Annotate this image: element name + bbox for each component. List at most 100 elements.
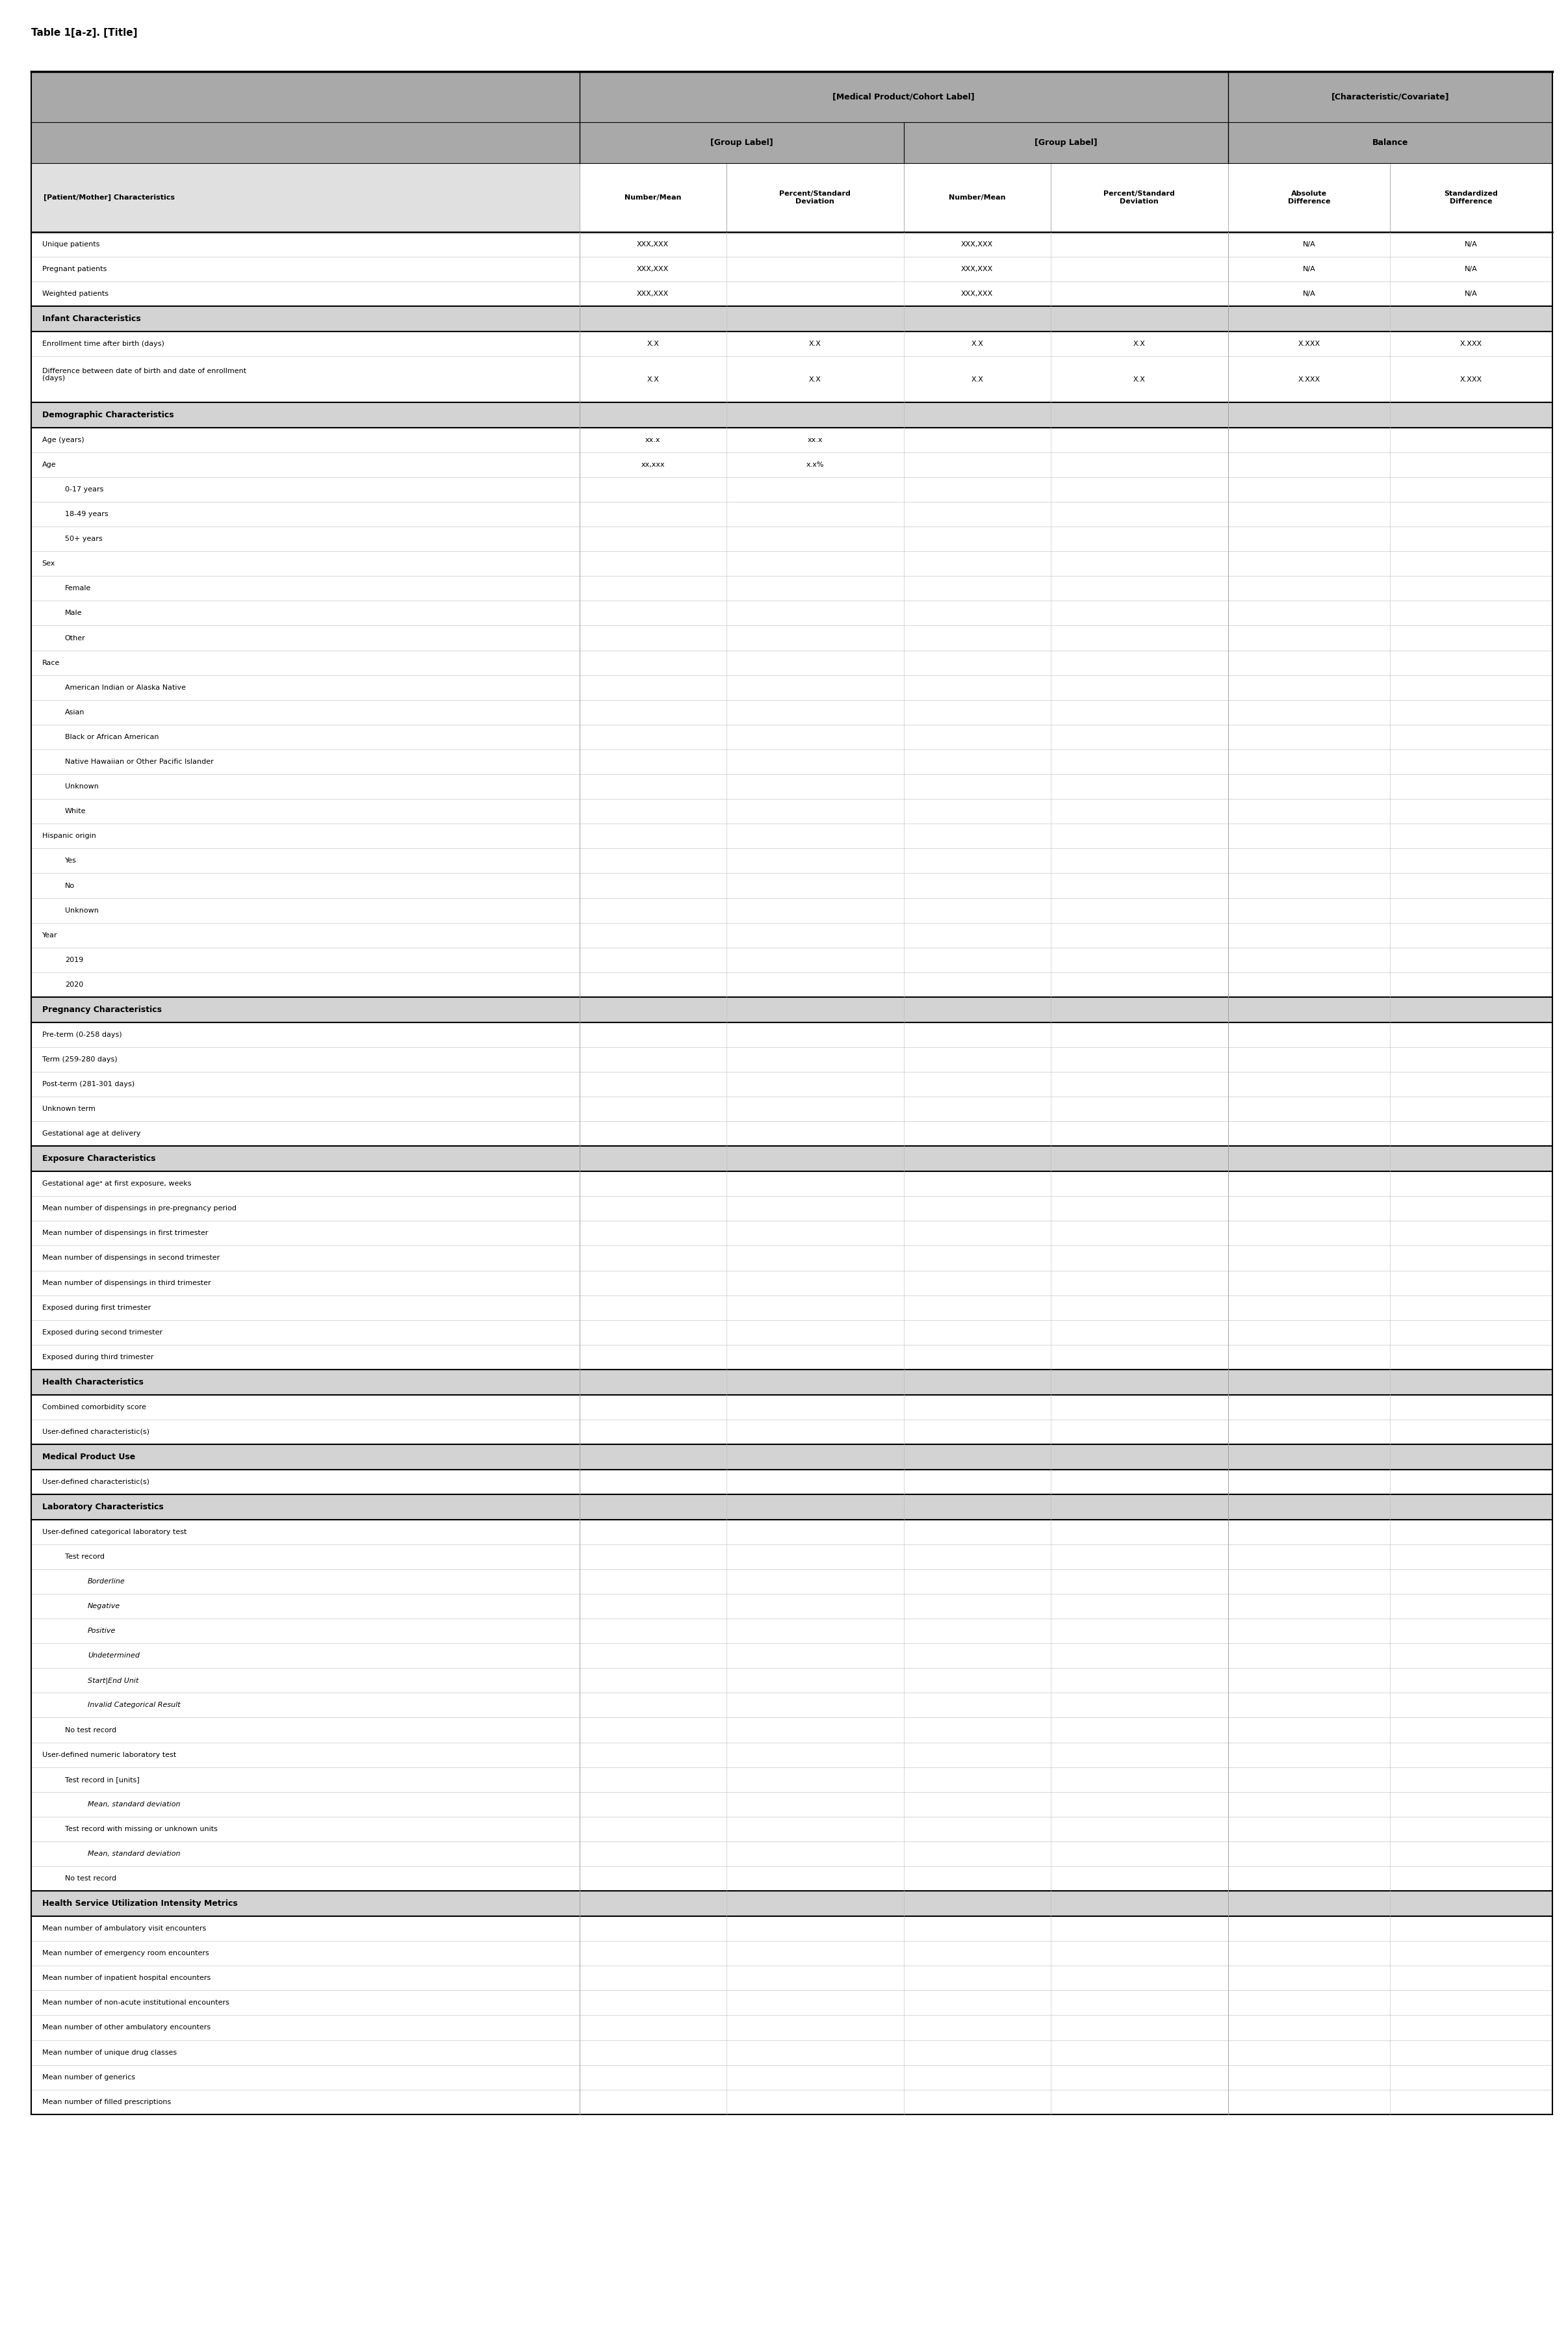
Text: Exposure Characteristics: Exposure Characteristics [42,1154,155,1163]
Bar [31,1072,1552,1097]
Text: American Indian or Alaska Native: American Indian or Alaska Native [64,683,185,690]
Bar [31,2040,1552,2064]
Text: Native Hawaiian or Other Pacific Islander: Native Hawaiian or Other Pacific Islande… [64,758,213,765]
Text: Start|End Unit: Start|End Unit [88,1678,138,1685]
Text: Health Characteristics: Health Characteristics [42,1378,143,1385]
Bar [31,501,1552,526]
Text: N/A: N/A [1303,241,1316,248]
Bar [31,232,1552,257]
Text: [Group Label]: [Group Label] [710,138,773,147]
Text: Unknown: Unknown [64,908,99,913]
Text: Percent/Standard
Deviation: Percent/Standard Deviation [779,190,851,204]
Bar [31,1470,1552,1495]
Bar [31,1196,1552,1221]
Bar [31,1320,1552,1346]
Text: Black or African American: Black or African American [64,735,158,739]
Text: Gestational ageᵃ at first exposure, weeks: Gestational ageᵃ at first exposure, week… [42,1179,191,1186]
Text: Undetermined: Undetermined [88,1652,140,1659]
Text: Pregnant patients: Pregnant patients [42,267,107,271]
Bar [31,1444,1552,1470]
Text: No: No [64,882,75,889]
Text: Demographic Characteristics: Demographic Characteristics [42,410,174,419]
Text: Difference between date of birth and date of enrollment
(days): Difference between date of birth and dat… [42,367,246,381]
Text: Age: Age [42,461,56,468]
Text: [Patient/Mother] Characteristics: [Patient/Mother] Characteristics [44,194,174,201]
Bar [31,2015,1552,2040]
Text: Mean number of dispensings in first trimester: Mean number of dispensings in first trim… [42,1231,209,1236]
Text: Mean number of dispensings in pre-pregnancy period: Mean number of dispensings in pre-pregna… [42,1205,237,1212]
Text: Mean number of filled prescriptions: Mean number of filled prescriptions [42,2099,171,2106]
Text: White: White [64,807,86,814]
Bar [31,164,580,232]
Bar [31,1420,1552,1444]
Text: X.X: X.X [1134,377,1145,381]
Text: Male: Male [64,611,82,615]
Text: Invalid Categorical Result: Invalid Categorical Result [88,1701,180,1708]
Bar [31,1121,1552,1147]
Bar [31,2064,1552,2090]
Bar [31,948,1552,973]
Bar [31,1966,1552,1991]
Bar [31,1643,1552,1668]
Text: Test record in [units]: Test record in [units] [64,1776,140,1783]
Text: 2020: 2020 [64,980,83,987]
Bar [31,625,1552,651]
Text: Number/Mean: Number/Mean [624,194,682,201]
Bar [31,122,1552,164]
Bar [31,1172,1552,1196]
Bar [31,1916,1552,1940]
Text: Absolute
Difference: Absolute Difference [1287,190,1330,204]
Text: User-defined characteristic(s): User-defined characteristic(s) [42,1430,149,1434]
Text: X.XXX: X.XXX [1298,377,1320,381]
Bar [31,873,1552,899]
Bar [31,651,1552,676]
Text: XXX,XXX: XXX,XXX [961,241,993,248]
Bar [31,1891,1552,1916]
Bar [580,164,1552,232]
Bar [31,1097,1552,1121]
Bar [31,1346,1552,1369]
Text: Pre-term (0-258 days): Pre-term (0-258 days) [42,1032,122,1039]
Bar [31,281,1552,307]
Bar [31,428,1552,452]
Text: XXX,XXX: XXX,XXX [637,241,670,248]
Bar [31,749,1552,775]
Text: x.x%: x.x% [806,461,823,468]
Bar [31,1718,1552,1743]
Bar [31,1816,1552,1842]
Text: Term (259-280 days): Term (259-280 days) [42,1055,118,1062]
Bar [31,452,1552,477]
Bar [31,601,1552,625]
Bar [31,1743,1552,1767]
Text: X.X: X.X [809,342,822,346]
Text: N/A: N/A [1303,267,1316,271]
Text: Pregnancy Characteristics: Pregnancy Characteristics [42,1006,162,1013]
Text: X.X: X.X [1134,342,1145,346]
Text: Unique patients: Unique patients [42,241,99,248]
Text: N/A: N/A [1465,267,1477,271]
Bar [31,997,1552,1023]
Text: Age (years): Age (years) [42,438,85,442]
Text: Number/Mean: Number/Mean [949,194,1005,201]
Text: Unknown: Unknown [64,784,99,791]
Bar [31,1369,1552,1395]
Text: Medical Product Use: Medical Product Use [42,1453,135,1460]
Bar [31,1940,1552,1966]
Bar [31,1792,1552,1816]
Text: No test record: No test record [64,1874,116,1881]
Text: Mean number of non-acute institutional encounters: Mean number of non-acute institutional e… [42,2001,229,2005]
Text: 50+ years: 50+ years [64,536,102,543]
Text: Laboratory Characteristics: Laboratory Characteristics [42,1502,163,1512]
Text: X.X: X.X [971,377,983,381]
Text: Weighted patients: Weighted patients [42,290,108,297]
Bar [31,1594,1552,1619]
Text: Year: Year [42,931,58,938]
Bar [31,257,1552,281]
Bar [31,1495,1552,1519]
Bar [31,73,580,122]
Bar [31,1046,1552,1072]
Bar [31,1991,1552,2015]
Bar [31,402,1552,428]
Text: Borderline: Borderline [88,1577,125,1584]
Bar [31,576,1552,601]
